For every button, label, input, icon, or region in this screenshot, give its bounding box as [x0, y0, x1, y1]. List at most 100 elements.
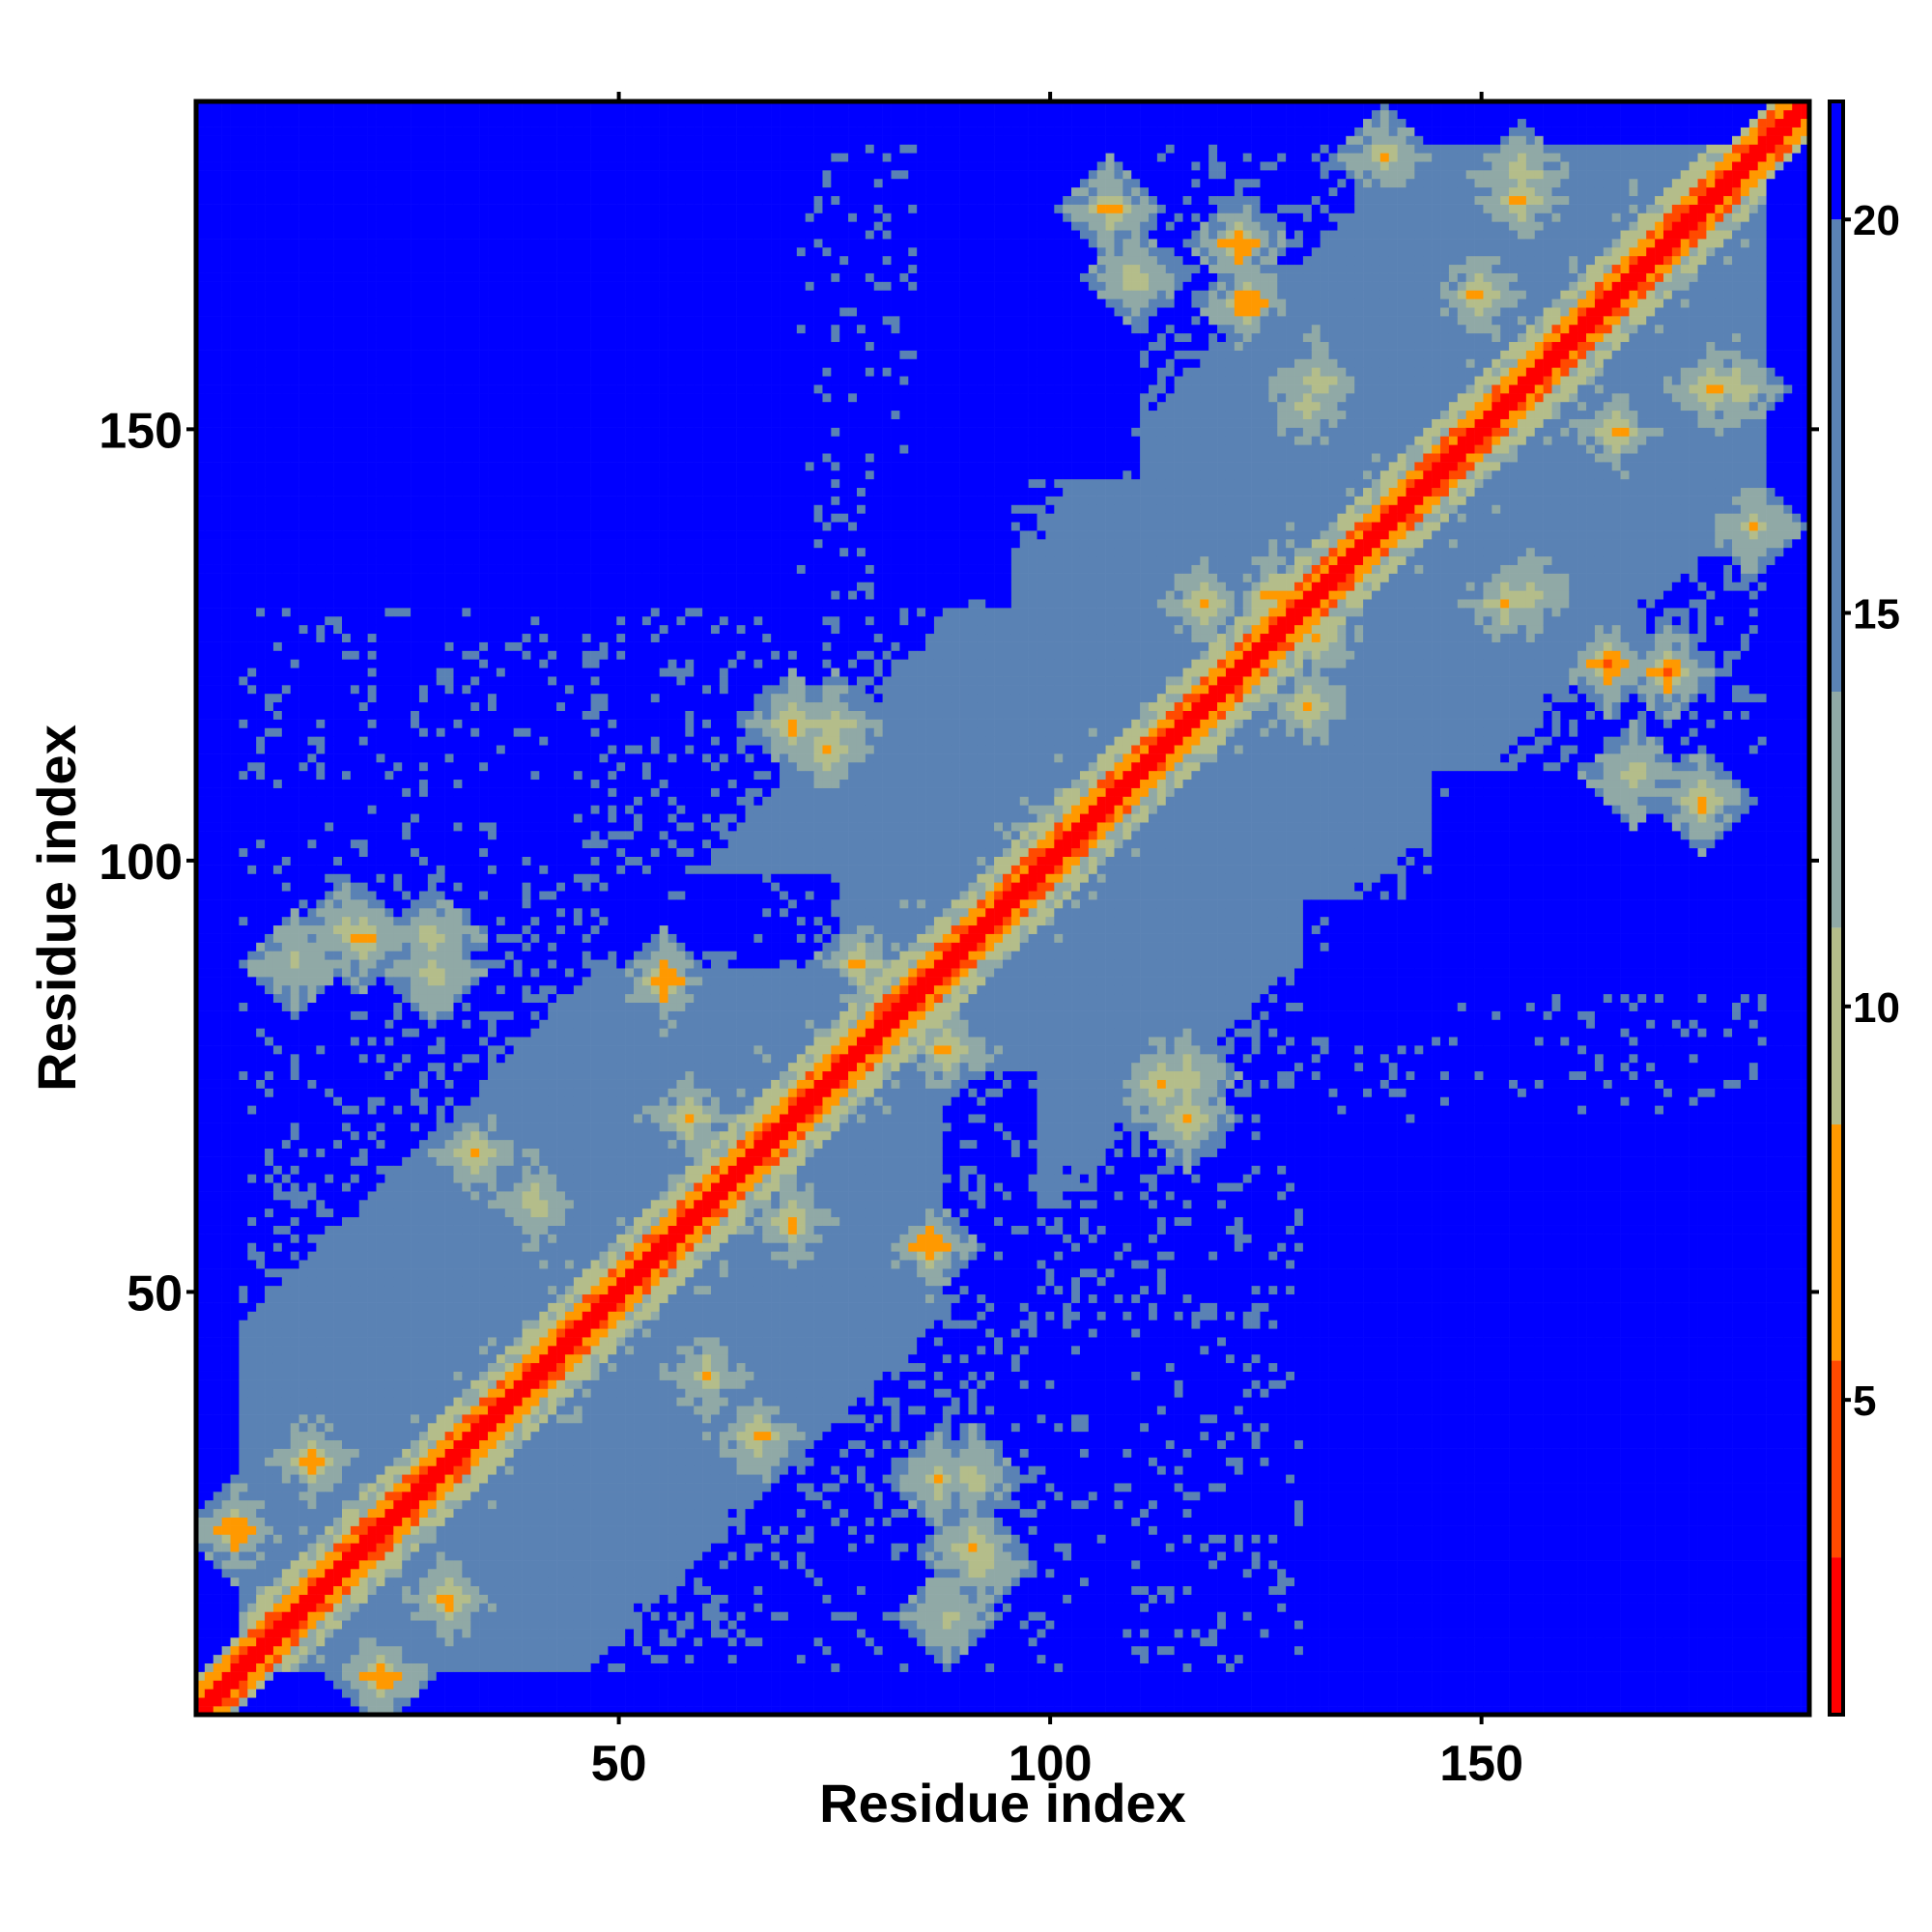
- heatmap-cell: [333, 307, 343, 317]
- heatmap-cell: [316, 1311, 326, 1321]
- heatmap-cell: [411, 668, 420, 677]
- heatmap-cell: [221, 144, 231, 154]
- heatmap-cell: [376, 727, 385, 737]
- heatmap-cell: [384, 118, 394, 128]
- heatmap-cell: [316, 513, 326, 523]
- heatmap-cell: [265, 1062, 274, 1072]
- heatmap-cell: [247, 1680, 257, 1690]
- heatmap-cell: [316, 230, 326, 240]
- heatmap-cell: [350, 796, 360, 806]
- heatmap-cell: [265, 710, 274, 720]
- heatmap-cell: [256, 504, 266, 514]
- heatmap-cell: [307, 118, 317, 128]
- heatmap-cell: [358, 1242, 368, 1252]
- heatmap-cell: [411, 1105, 420, 1115]
- heatmap-cell: [411, 582, 420, 591]
- heatmap-cell: [393, 564, 403, 574]
- heatmap-cell: [196, 959, 206, 969]
- heatmap-cell: [196, 1328, 206, 1338]
- heatmap-cell: [256, 135, 266, 145]
- heatmap-cell: [272, 1062, 283, 1072]
- heatmap-cell: [265, 1577, 274, 1587]
- heatmap-cell: [213, 367, 222, 377]
- heatmap-cell: [325, 1689, 334, 1698]
- heatmap-cell: [342, 522, 352, 531]
- heatmap-cell: [256, 916, 266, 926]
- heatmap-cell: [384, 1671, 394, 1681]
- heatmap-cell: [342, 1517, 352, 1526]
- heatmap-cell: [256, 1629, 266, 1638]
- heatmap-cell: [358, 787, 368, 797]
- heatmap-cell: [384, 555, 394, 565]
- heatmap-cell: [256, 239, 266, 248]
- heatmap-cell: [265, 401, 274, 412]
- heatmap-cell: [418, 1337, 429, 1347]
- heatmap-cell: [402, 272, 412, 282]
- heatmap-cell: [384, 1311, 394, 1321]
- heatmap-cell: [402, 1414, 412, 1424]
- heatmap-cell: [418, 1130, 429, 1141]
- heatmap-cell: [239, 1054, 248, 1064]
- heatmap-cell: [281, 779, 292, 788]
- heatmap-cell: [221, 1689, 231, 1698]
- heatmap-cell: [402, 1629, 412, 1638]
- heatmap-cell: [418, 916, 429, 926]
- heatmap-cell: [342, 1662, 352, 1672]
- heatmap-cell: [316, 401, 326, 412]
- heatmap-cell: [281, 1096, 292, 1106]
- heatmap-cell: [230, 1508, 240, 1518]
- heatmap-cell: [272, 1260, 283, 1269]
- heatmap-cell: [393, 436, 403, 445]
- heatmap-cell: [367, 633, 377, 642]
- heatmap-cell: [256, 1225, 266, 1235]
- heatmap-cell: [342, 1431, 352, 1441]
- heatmap-cell: [221, 272, 231, 282]
- heatmap-cell: [393, 290, 403, 299]
- heatmap-cell: [316, 221, 326, 231]
- heatmap-cell: [239, 1268, 248, 1278]
- heatmap-cell: [402, 805, 412, 814]
- heatmap-cell: [256, 1251, 266, 1261]
- heatmap-cell: [411, 899, 420, 909]
- heatmap-cell: [411, 1680, 420, 1690]
- heatmap-cell: [290, 410, 299, 419]
- heatmap-cell: [418, 1070, 429, 1080]
- heatmap-cell: [393, 701, 403, 711]
- heatmap-cell: [376, 1680, 385, 1690]
- heatmap-cell: [221, 1002, 231, 1011]
- heatmap-cell: [342, 908, 352, 918]
- heatmap-cell: [221, 1148, 231, 1157]
- heatmap-cell: [384, 1010, 394, 1020]
- heatmap-cell: [367, 358, 377, 368]
- heatmap-cell: [307, 942, 317, 952]
- heatmap-cell: [247, 1156, 257, 1166]
- heatmap-cell: [376, 822, 385, 832]
- heatmap-cell: [298, 255, 308, 266]
- heatmap-cell: [230, 239, 240, 248]
- heatmap-cell: [272, 745, 283, 754]
- heatmap-cell: [204, 324, 214, 334]
- heatmap-cell: [256, 204, 266, 213]
- heatmap-cell: [256, 1448, 266, 1458]
- heatmap-cell: [230, 1706, 240, 1716]
- heatmap-cell: [350, 469, 360, 480]
- heatmap-cell: [393, 813, 403, 823]
- heatmap-cell: [204, 221, 214, 231]
- heatmap-cell: [325, 873, 334, 883]
- heatmap-cell: [307, 1242, 317, 1252]
- heatmap-cell: [265, 847, 274, 857]
- heatmap-cell: [221, 984, 231, 995]
- heatmap-cell: [342, 298, 352, 308]
- heatmap-cell: [298, 882, 308, 892]
- heatmap-cell: [367, 410, 377, 419]
- heatmap-cell: [402, 247, 412, 257]
- heatmap-cell: [402, 555, 412, 565]
- heatmap-cell: [204, 1629, 214, 1638]
- heatmap-cell: [367, 736, 377, 746]
- heatmap-cell: [316, 641, 326, 651]
- heatmap-cell: [230, 1362, 240, 1372]
- heatmap-cell: [307, 1388, 317, 1398]
- heatmap-cell: [213, 1276, 222, 1287]
- heatmap-cell: [213, 1414, 222, 1424]
- heatmap-cell: [367, 1517, 377, 1526]
